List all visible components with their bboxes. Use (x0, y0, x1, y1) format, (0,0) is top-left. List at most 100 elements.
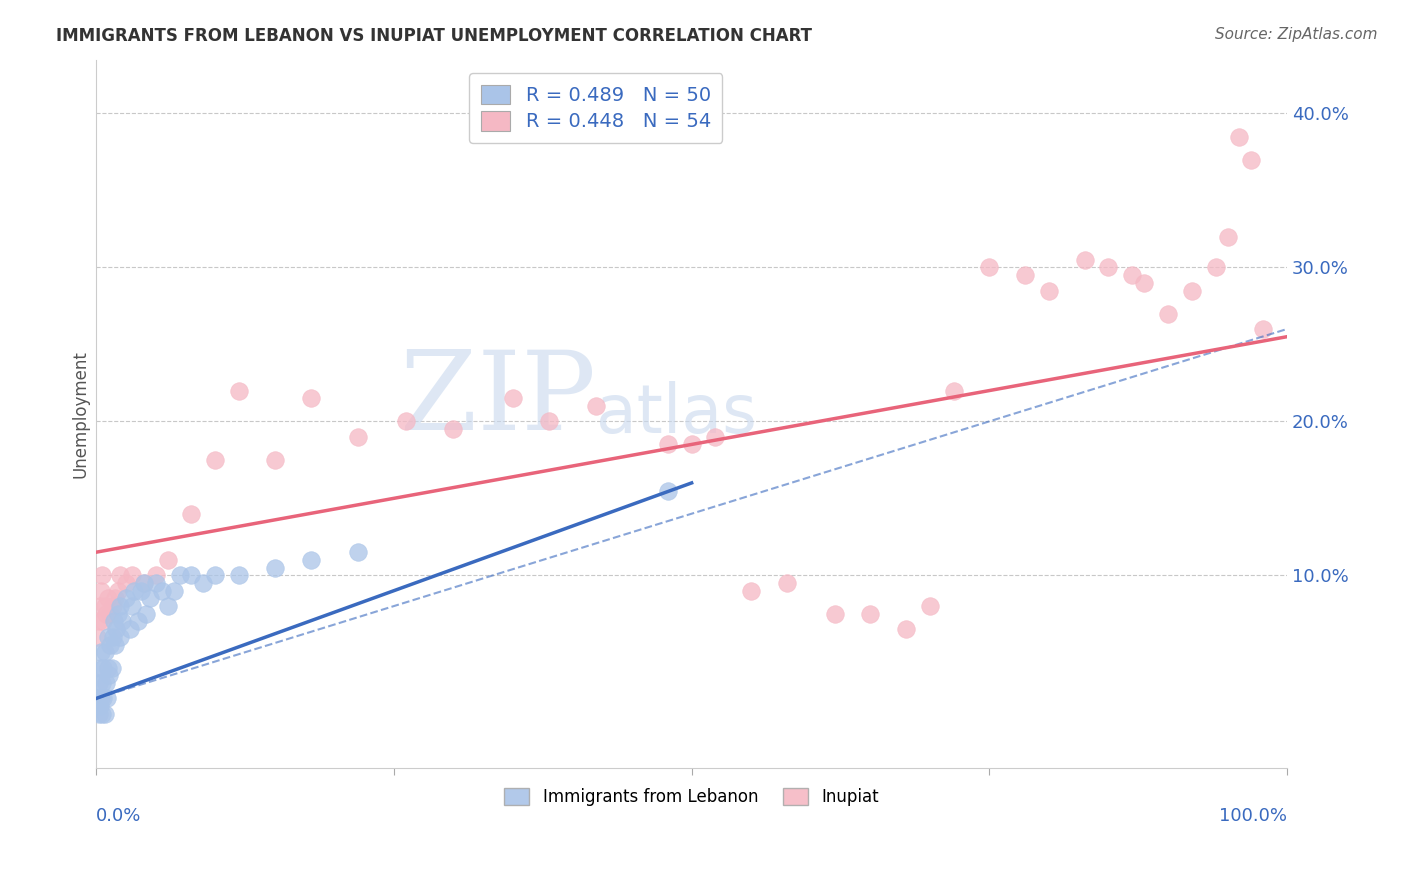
Point (1205, 260, 1227, 275)
Point (942, 384, 965, 398)
Legend: Immigrants from Lebanon, Inupiat: Immigrants from Lebanon, Inupiat (498, 781, 886, 813)
Point (93, 645, 115, 659)
Point (103, 615, 125, 629)
Text: 0.0%: 0.0% (96, 806, 142, 824)
Point (347, 430, 370, 444)
Point (145, 576, 167, 591)
Point (94, 676, 117, 690)
Point (156, 599, 179, 613)
Point (100, 638, 122, 652)
Point (91, 568, 114, 582)
Point (87, 676, 110, 690)
Point (180, 568, 202, 582)
Point (1181, 284, 1204, 298)
Point (121, 568, 143, 582)
Point (299, 553, 322, 567)
Point (180, 507, 202, 521)
Text: Source: ZipAtlas.com: Source: ZipAtlas.com (1215, 27, 1378, 42)
Point (1216, 229, 1239, 244)
Point (111, 615, 134, 629)
Point (91, 676, 114, 690)
Point (162, 583, 184, 598)
Point (859, 607, 882, 621)
Point (502, 391, 524, 405)
Point (89, 599, 111, 613)
Point (1133, 276, 1156, 290)
Point (107, 607, 129, 621)
Point (824, 607, 846, 621)
Point (443, 422, 465, 436)
Point (101, 599, 124, 613)
Point (228, 568, 250, 582)
Point (979, 260, 1001, 275)
Point (91, 706, 114, 721)
Point (263, 453, 285, 467)
Point (115, 576, 138, 591)
Point (395, 414, 418, 428)
Point (657, 437, 679, 451)
Text: ZIP: ZIP (401, 346, 596, 453)
Point (156, 553, 179, 567)
Point (97, 630, 120, 644)
Point (776, 576, 799, 591)
Point (1121, 268, 1143, 282)
Point (681, 437, 703, 451)
Point (150, 583, 173, 598)
Point (100, 660, 122, 674)
Point (127, 615, 149, 629)
Point (90, 583, 112, 598)
Point (108, 568, 131, 582)
Point (97, 660, 120, 674)
Point (657, 483, 679, 498)
Point (204, 568, 226, 582)
Text: IMMIGRANTS FROM LEBANON VS INUPIAT UNEMPLOYMENT CORRELATION CHART: IMMIGRANTS FROM LEBANON VS INUPIAT UNEMP… (56, 27, 813, 45)
Point (228, 384, 250, 398)
Point (107, 583, 129, 598)
Point (86, 630, 108, 644)
Point (93, 599, 115, 613)
Point (104, 638, 127, 652)
Point (90, 691, 112, 706)
Point (108, 630, 131, 644)
Point (94, 607, 117, 621)
Point (299, 391, 322, 405)
Text: 100.0%: 100.0% (1219, 806, 1286, 824)
Point (193, 576, 215, 591)
Point (98, 668, 121, 682)
Point (204, 453, 226, 467)
Point (91, 691, 114, 706)
Point (139, 591, 162, 606)
Point (91, 660, 114, 674)
Point (1229, 129, 1251, 144)
Point (96, 691, 118, 706)
Point (1251, 322, 1274, 336)
Point (585, 399, 607, 413)
Text: atlas: atlas (596, 381, 758, 447)
Point (87, 706, 110, 721)
Point (918, 599, 941, 613)
Point (89, 699, 111, 714)
Y-axis label: Unemployment: Unemployment (72, 350, 89, 477)
Point (124, 583, 146, 598)
Point (101, 630, 124, 644)
Point (347, 545, 370, 559)
Point (118, 622, 141, 636)
Point (93, 706, 115, 721)
Point (131, 583, 153, 598)
Point (91, 615, 114, 629)
Point (1097, 260, 1119, 275)
Point (108, 599, 131, 613)
Point (121, 599, 143, 613)
Point (1073, 252, 1095, 267)
Point (132, 576, 155, 591)
Point (89, 660, 111, 674)
Point (740, 583, 762, 598)
Point (1038, 284, 1060, 298)
Point (135, 607, 157, 621)
Point (87, 615, 110, 629)
Point (169, 568, 191, 582)
Point (115, 591, 138, 606)
Point (1014, 268, 1036, 282)
Point (704, 430, 727, 444)
Point (145, 568, 167, 582)
